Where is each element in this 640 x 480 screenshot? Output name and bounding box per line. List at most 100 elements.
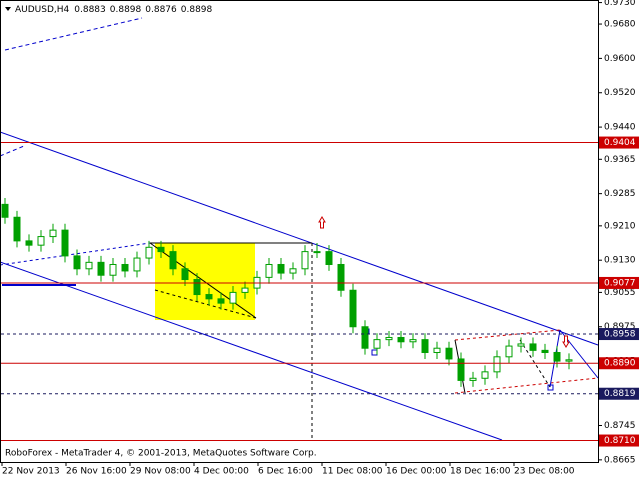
candle-body <box>1 203 9 218</box>
y-tick-label: 0.9680 <box>604 20 636 30</box>
x-tick-label: 4 Dec 00:00 <box>194 467 249 477</box>
candle-body <box>121 263 129 272</box>
candle-body <box>373 339 381 349</box>
candle-body <box>277 263 285 274</box>
candle-body <box>37 236 45 246</box>
candle-body <box>133 257 141 272</box>
trend-line <box>4 17 143 51</box>
y-tick-label: 0.8665 <box>604 455 636 465</box>
candle-body <box>205 294 213 300</box>
candle-body <box>505 345 513 358</box>
open: 0.8883 <box>74 5 106 15</box>
level-label: 0.9404 <box>604 138 636 148</box>
low: 0.8876 <box>145 5 177 15</box>
candle-body <box>85 261 93 270</box>
x-tick-label: 22 Nov 2013 <box>2 467 60 477</box>
candle-body <box>181 268 189 281</box>
level-label: 0.8958 <box>604 330 636 340</box>
x-tick-label: 18 Dec 16:00 <box>450 467 511 477</box>
trend-line <box>0 145 25 157</box>
candle-body <box>313 251 321 254</box>
point-marker <box>547 384 554 391</box>
x-tick-label: 23 Dec 08:00 <box>514 467 575 477</box>
candle-body <box>289 268 297 274</box>
header-marker <box>5 7 11 11</box>
header: AUDUSD,H4 0.8883 0.8898 0.8876 0.8898 <box>15 5 213 15</box>
x-tick-label: 16 Dec 00:00 <box>386 467 447 477</box>
candle-body <box>421 339 429 354</box>
candle-body <box>529 343 537 351</box>
up-arrow <box>318 216 326 229</box>
candle-body <box>433 347 441 354</box>
candle-body <box>265 263 273 278</box>
level-label-box <box>599 387 639 400</box>
candle-body <box>301 251 309 270</box>
x-tick-label: 26 Nov 16:00 <box>66 467 127 477</box>
y-tick-label: 0.9365 <box>604 155 636 165</box>
down-arrow <box>562 335 570 348</box>
y-tick-label: 0.9520 <box>604 88 636 98</box>
level-label-box <box>599 328 639 341</box>
candle-body <box>445 347 453 360</box>
footer: RoboForex - MetaTrader 4, © 2001-2013, M… <box>5 449 317 459</box>
candle-body <box>325 251 333 265</box>
y-tick-label: 0.9730 <box>604 0 636 8</box>
candle-body <box>385 336 393 341</box>
candle-body <box>397 336 405 343</box>
candle-body <box>49 229 57 238</box>
candle-body <box>61 229 69 257</box>
candle-body <box>337 263 345 291</box>
candle-body <box>73 255 81 270</box>
y-tick-label: 0.9130 <box>604 256 636 266</box>
candle-body <box>469 377 477 381</box>
candle-body <box>349 289 357 328</box>
candle-body <box>13 216 21 242</box>
candle-body <box>361 326 369 349</box>
y-tick-label: 0.9055 <box>604 288 636 298</box>
y-tick-label: 0.8975 <box>604 322 636 332</box>
y-tick-label: 0.8745 <box>604 421 636 431</box>
candle-body <box>241 287 249 293</box>
candle-body <box>553 352 561 362</box>
candle-body <box>217 298 225 304</box>
level-label-box <box>599 357 639 370</box>
trend-line <box>0 242 151 266</box>
candle-body <box>565 359 573 362</box>
level-label-box <box>599 136 639 149</box>
x-tick-label: 29 Nov 08:00 <box>130 467 191 477</box>
y-tick-label: 0.9285 <box>604 189 636 199</box>
candle-body <box>229 291 237 304</box>
x-tick-label: 11 Dec 08:00 <box>322 467 383 477</box>
candle-body <box>157 246 165 253</box>
candle-body <box>109 263 117 276</box>
plot-border <box>0 0 599 463</box>
close: 0.8898 <box>181 5 213 15</box>
candle-body <box>517 343 525 347</box>
y-tick-label: 0.9600 <box>604 54 636 64</box>
trend-line <box>0 261 503 441</box>
high: 0.8898 <box>110 5 142 15</box>
level-label: 0.8890 <box>604 359 636 369</box>
candle-body <box>481 371 489 379</box>
candle-body <box>409 339 417 343</box>
trend-line <box>0 131 599 346</box>
candles <box>1 197 573 387</box>
level-label: 0.9077 <box>604 278 636 288</box>
candle-body <box>457 358 465 381</box>
x-tick-label: 6 Dec 16:00 <box>258 467 313 477</box>
candle-body <box>25 240 33 246</box>
y-tick-label: 0.9210 <box>604 221 636 231</box>
level-label: 0.8710 <box>604 436 636 446</box>
candle-body <box>193 279 201 296</box>
level-label-box <box>599 276 639 289</box>
symbol: AUDUSD,H4 <box>15 5 70 15</box>
candle-body <box>97 261 105 276</box>
candle-body <box>169 251 177 270</box>
level-label-box <box>599 434 639 447</box>
pattern-line <box>149 242 257 319</box>
level-label: 0.8819 <box>604 389 636 399</box>
candle-body <box>541 349 549 354</box>
